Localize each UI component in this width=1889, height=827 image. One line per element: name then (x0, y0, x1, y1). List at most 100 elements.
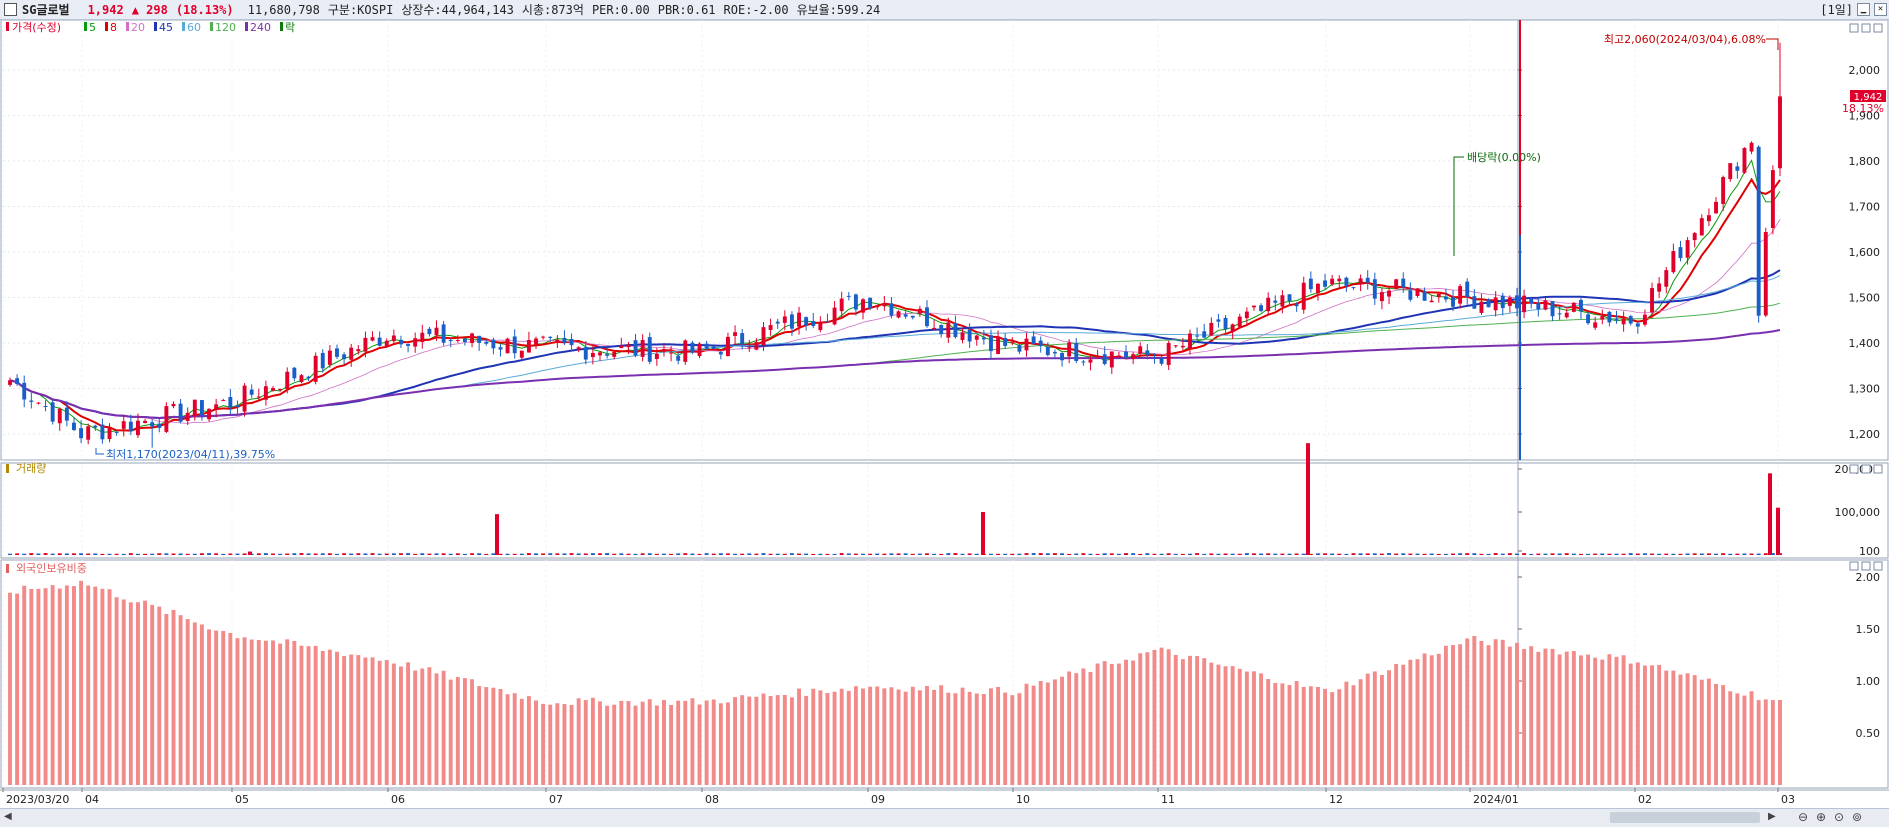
zoom-reset-icon[interactable]: ⊚ (1852, 810, 1863, 824)
volume-bar (967, 553, 972, 555)
volume-bar (43, 553, 48, 555)
foreign-bar (1429, 655, 1434, 785)
foreign-bar (1131, 660, 1136, 785)
foreign-bar (121, 599, 126, 785)
foreign-bar (1095, 663, 1100, 785)
candle (420, 324, 425, 349)
foreign-bar (775, 695, 780, 785)
foreign-bar (704, 700, 709, 785)
candle-body (292, 367, 297, 379)
foreign-bar (64, 585, 69, 785)
foreign-bar (583, 700, 588, 785)
foreign-bar (1045, 682, 1050, 785)
candle (946, 317, 951, 343)
candle-body (1280, 295, 1285, 307)
candle (1699, 214, 1704, 236)
zoom-fit-icon[interactable]: ⊙ (1834, 810, 1845, 824)
candle (534, 336, 538, 349)
candle (1344, 276, 1349, 292)
volume-bar (1365, 553, 1370, 555)
foreign-bar (747, 696, 752, 785)
volume-bar (455, 553, 460, 555)
candle (647, 332, 652, 365)
candle (1252, 305, 1256, 311)
candle-body (1159, 357, 1164, 364)
ma-legend-marker (84, 22, 87, 31)
candle-body (441, 324, 446, 343)
volume-bar (1244, 553, 1249, 555)
volume-bar (1493, 553, 1498, 555)
candle (249, 384, 254, 398)
candle-body (1188, 333, 1192, 349)
stock-chart[interactable]: 2,000 1,900 1,800 1,700 1,600 1,500 1,400 1,300… (0, 20, 1889, 808)
zoom-out-icon[interactable]: ⊖ (1798, 810, 1809, 824)
candle-body (1522, 295, 1527, 313)
foreign-bar (1706, 678, 1711, 785)
volume-panel (0, 462, 1889, 559)
foreign-bar (1067, 671, 1072, 785)
volume-bar (1138, 553, 1143, 555)
candle (1415, 287, 1420, 298)
candle-body (747, 347, 752, 349)
volume-bar (320, 553, 325, 555)
candle (1294, 302, 1299, 312)
candle-body (1749, 142, 1754, 152)
foreign-bar (448, 679, 453, 785)
candle (1209, 317, 1214, 337)
foreign-bar (420, 668, 425, 785)
select-checkbox[interactable] (4, 3, 17, 16)
candle (1052, 349, 1057, 360)
volume-bar (1742, 553, 1747, 555)
scroll-right-icon[interactable]: ▶ (1768, 811, 1776, 822)
foreign-bar (1543, 648, 1548, 785)
candle-body (1657, 283, 1662, 292)
volume-bar (761, 553, 766, 555)
candle (1216, 313, 1221, 328)
price-tick-label: 1,200 (1849, 428, 1881, 441)
candle-body (846, 295, 851, 297)
scroll-left-icon[interactable]: ◀ (4, 811, 12, 822)
candle (1728, 163, 1733, 182)
ma-legend-label: 120 (215, 21, 236, 34)
foreign-bar (534, 700, 538, 785)
candle-body (569, 338, 574, 346)
volume-bar (683, 553, 688, 555)
volume-bar (278, 553, 283, 555)
candle (1564, 308, 1569, 319)
candle (441, 320, 446, 346)
candle-body (1770, 170, 1775, 229)
candle (164, 402, 169, 434)
zoom-in-icon[interactable]: ⊕ (1816, 810, 1827, 824)
foreign-bar (946, 692, 951, 785)
period-selector[interactable]: [1일] (1820, 3, 1853, 17)
foreign-bar (1550, 648, 1555, 785)
volume-panel-max-icon-box2 (1861, 464, 1871, 474)
foreign-bar (676, 700, 681, 785)
candle (256, 388, 261, 402)
scroll-thumb[interactable] (1610, 812, 1760, 823)
candle-body (1294, 304, 1299, 307)
volume-bar (1195, 553, 1200, 555)
minimize-icon[interactable]: ▁ (1857, 3, 1870, 16)
volume-bar (1756, 553, 1761, 555)
candle (583, 341, 588, 365)
price-panel-max-icon-box3 (1873, 23, 1883, 33)
candle-body (619, 345, 624, 349)
foreign-bar (505, 694, 510, 785)
candle (72, 417, 76, 432)
volume-bar (143, 553, 148, 555)
volume-bar (733, 553, 738, 555)
volume-bar (327, 553, 332, 555)
volume-bar (903, 553, 908, 555)
price-tick-label: 1,900 (1849, 110, 1881, 123)
candle-body (1287, 294, 1292, 302)
close-icon[interactable]: ✕ (1874, 3, 1887, 16)
foreign-bar (50, 585, 55, 785)
candle-body (1564, 312, 1569, 318)
volume-bar (164, 553, 169, 555)
chart-scrollbar[interactable]: ◀ ▶ ⊖ ⊕ ⊙ ⊚ (0, 808, 1889, 827)
candle-body (399, 339, 403, 345)
foreign-bar (1003, 692, 1008, 785)
stock-name[interactable]: SG글로벌 (22, 3, 70, 17)
volume-bar (1451, 553, 1455, 555)
